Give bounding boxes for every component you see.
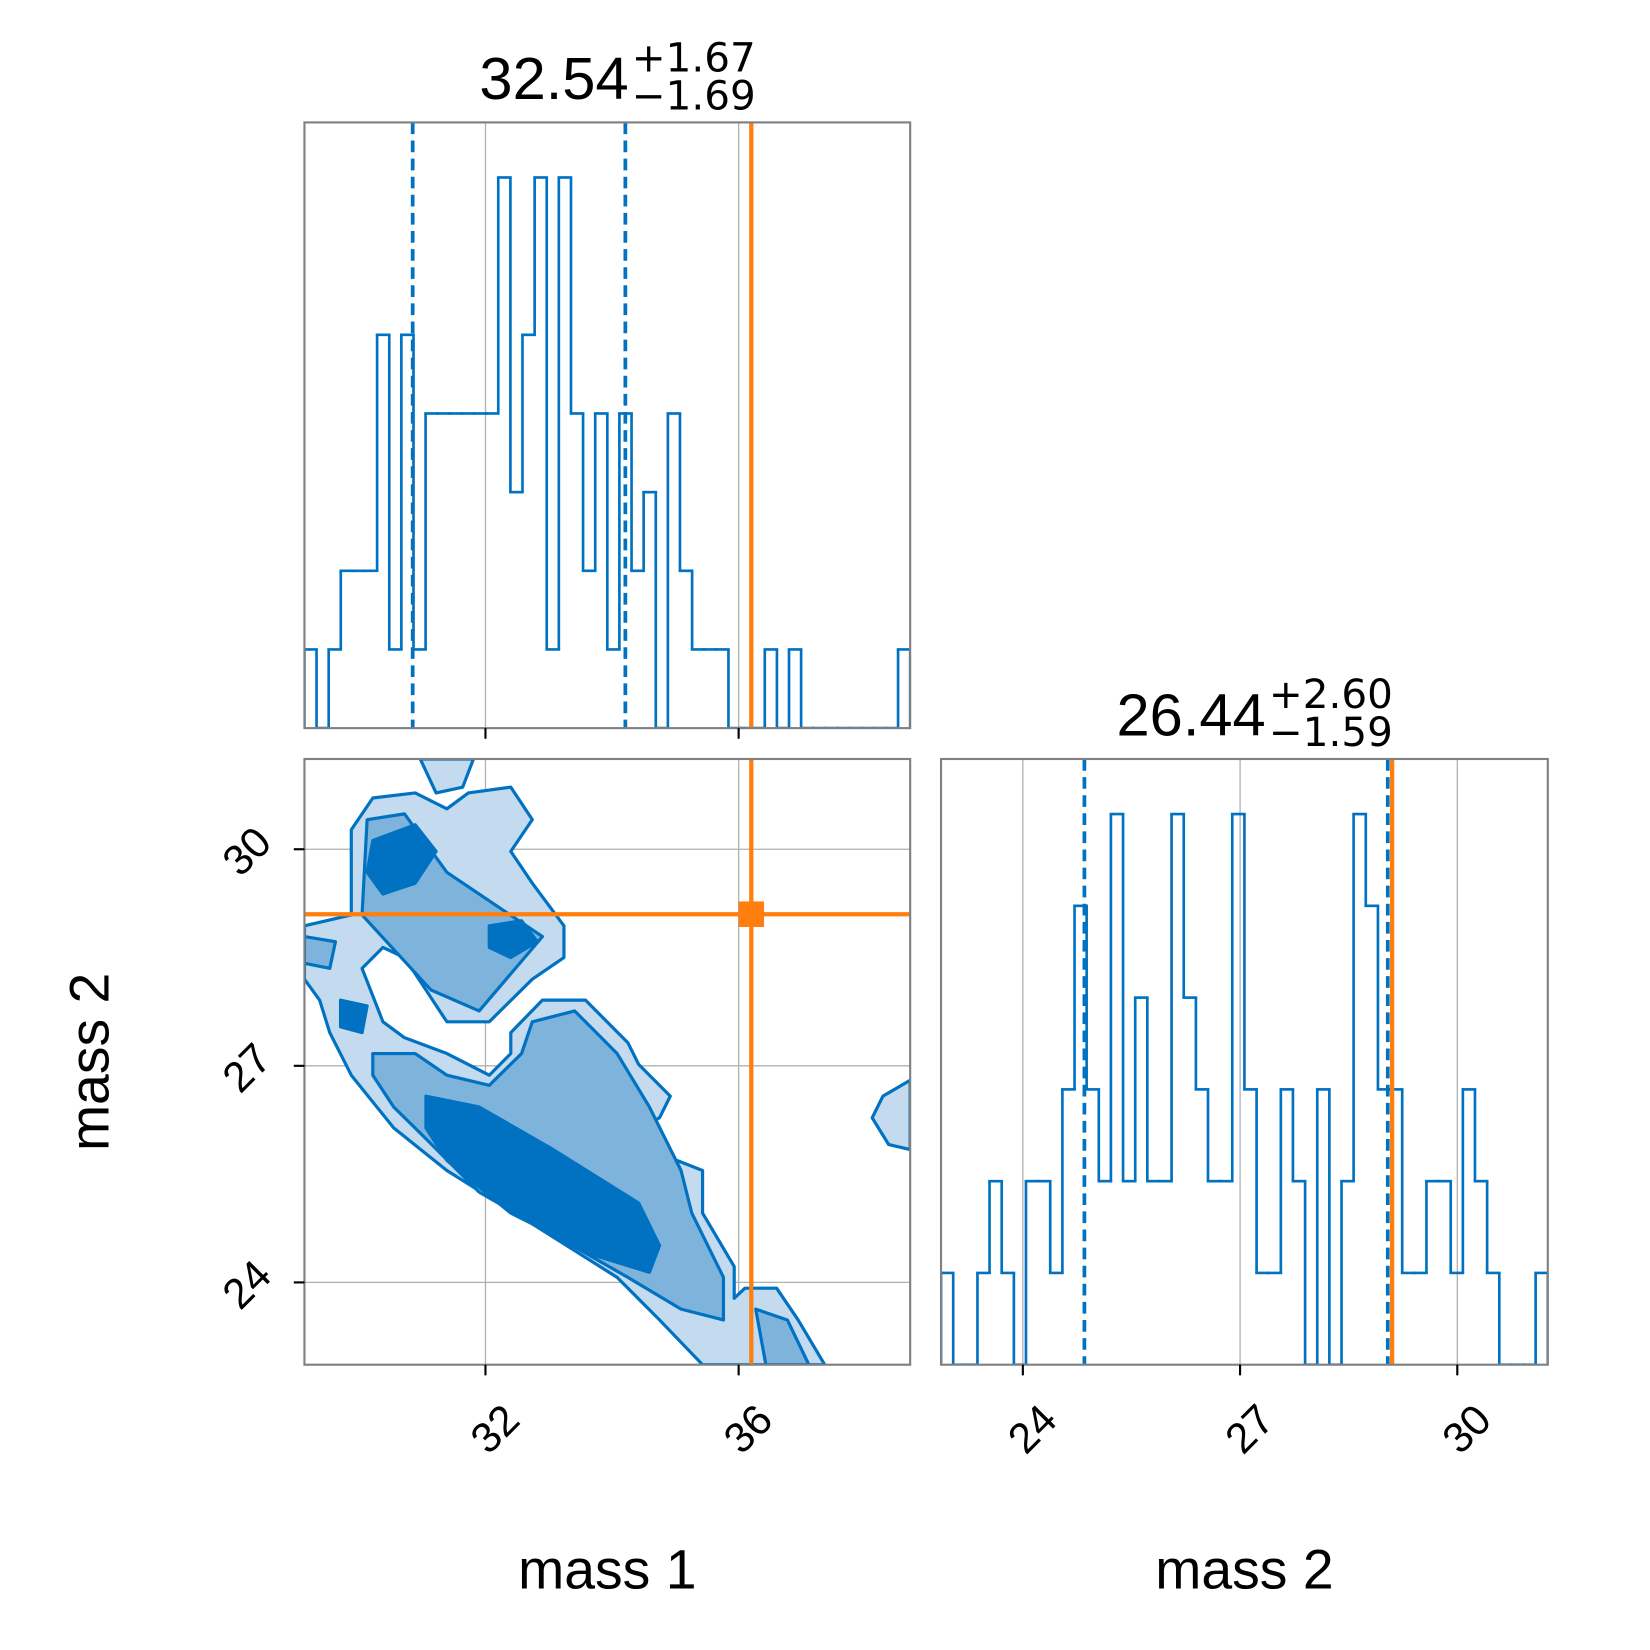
title-upper: +1.67 [632, 33, 756, 81]
contour-region [424, 1094, 662, 1274]
title-lower: −1.69 [632, 72, 756, 120]
y-tick-label: 24 [213, 1251, 280, 1318]
panel-frame [303, 121, 912, 730]
y-tick-label: 27 [213, 1034, 280, 1101]
title-upper: +2.60 [1269, 670, 1393, 718]
x-tick-label: 27 [1216, 1396, 1283, 1463]
contour-region [870, 1078, 911, 1152]
y-axis-label: mass 2 [59, 973, 121, 1151]
panel [304, 759, 911, 1365]
contour-region [754, 1307, 811, 1365]
contour-region [487, 919, 539, 960]
panel-frame [303, 757, 912, 1366]
title-value: 26.44 [1117, 682, 1266, 749]
contour-region [304, 935, 338, 970]
title-lower: −1.59 [1269, 708, 1393, 756]
x-axis-label: mass 1 [518, 1538, 696, 1600]
contour-region [418, 759, 476, 795]
x-tick-label: 24 [999, 1396, 1066, 1463]
y-tick-label: 30 [213, 818, 280, 885]
panel [941, 759, 1548, 1365]
panel [304, 122, 911, 729]
x-tick-label: 30 [1433, 1396, 1500, 1463]
x-axis-label: mass 2 [1155, 1538, 1333, 1600]
truth-marker [738, 901, 765, 927]
contour-region [338, 998, 369, 1035]
contour-region [365, 823, 438, 896]
x-tick-label: 32 [462, 1396, 529, 1463]
title-value: 32.54 [479, 45, 628, 112]
panel-frame [939, 757, 1549, 1366]
x-tick-label: 36 [715, 1396, 782, 1463]
